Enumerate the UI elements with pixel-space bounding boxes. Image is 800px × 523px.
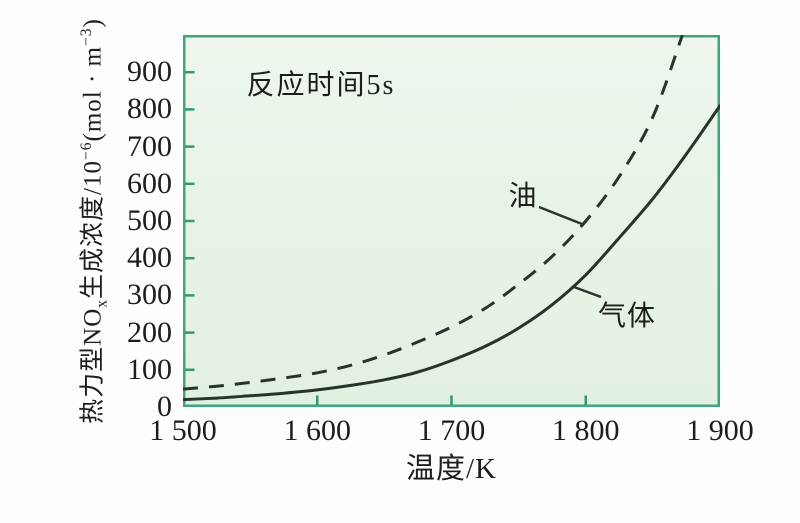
oil-series-label: 油	[508, 181, 538, 212]
gas-series-label: 气体	[597, 301, 657, 332]
oil-curve-dashed	[183, 35, 684, 391]
reaction-time-annotation: 反应时间5s	[246, 70, 396, 101]
y-tick-label: 100	[127, 352, 172, 386]
plot-area: 反应时间5s 油 气体	[183, 35, 720, 407]
axis-tick-marks	[185, 70, 587, 405]
chart-canvas	[183, 35, 720, 407]
y-tick-label: 900	[127, 55, 172, 89]
x-tick-label: 1 700	[417, 414, 486, 447]
x-tick-label: 1 900	[686, 414, 754, 447]
gas-curve	[183, 104, 720, 402]
y-tick-label: 700	[127, 129, 172, 163]
y-tick-label: 800	[127, 92, 172, 126]
y-tick-label: 500	[127, 204, 172, 237]
x-tick-label: 1 600	[283, 414, 352, 447]
plot-border	[183, 35, 720, 407]
y-tick-label: 200	[127, 315, 172, 349]
y-tick-label: 400	[127, 241, 172, 275]
y-tick-label: 0	[157, 390, 172, 423]
y-tick-label: 600	[127, 166, 172, 200]
x-axis-label: 温度/K	[405, 453, 497, 485]
y-axis-label-part4: )	[79, 18, 107, 28]
oil-label-leader-line	[538, 205, 583, 226]
y-axis-label-exponent-minus3: −3	[78, 27, 96, 47]
y-tick-label: 300	[127, 278, 172, 312]
x-tick-label: 1 500	[149, 414, 217, 447]
x-tick-label: 1 800	[552, 414, 620, 447]
gas-label-leader-line	[573, 285, 602, 299]
